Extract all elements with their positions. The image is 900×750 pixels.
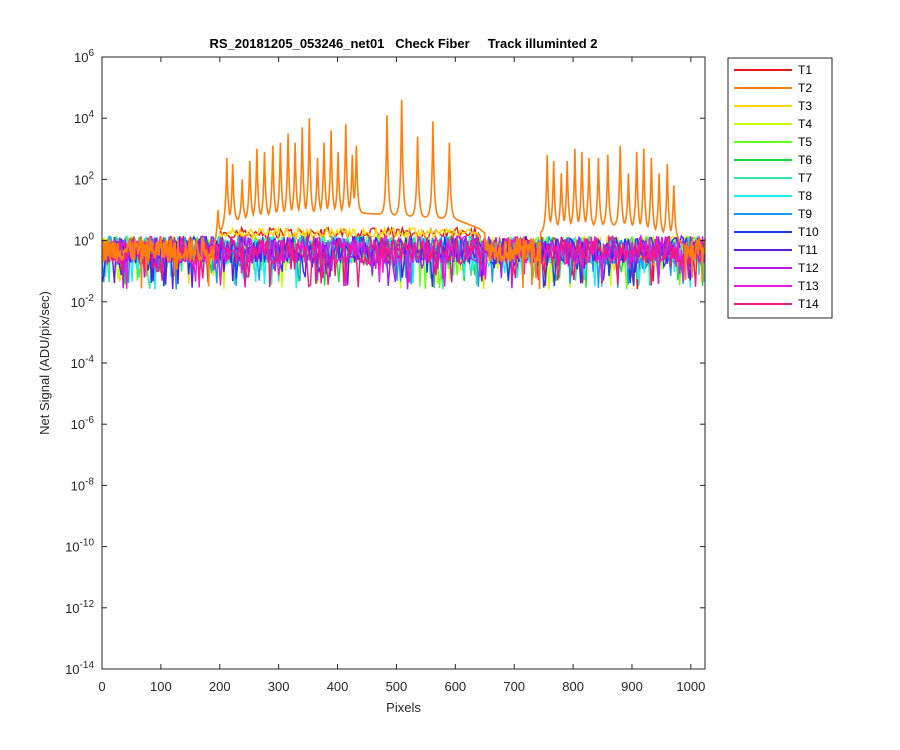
x-tick-label: 0: [98, 679, 105, 694]
x-tick-label: 800: [562, 679, 584, 694]
y-tick-label: 10-12: [65, 599, 94, 616]
y-tick-label: 10-4: [71, 354, 95, 371]
legend-label-T10: T10: [798, 225, 819, 239]
y-tick-label: 10-6: [71, 415, 95, 432]
y-tick-label: 106: [74, 48, 94, 65]
y-axis-label: Net Signal (ADU/pix/sec): [37, 291, 52, 435]
x-tick-label: 200: [209, 679, 231, 694]
x-tick-label: 900: [621, 679, 643, 694]
series-T2-line: [101, 99, 706, 290]
x-tick-label: 400: [327, 679, 349, 694]
legend-box: [727, 57, 833, 319]
legend-label-T9: T9: [798, 207, 812, 221]
y-tick-label: 102: [74, 170, 94, 187]
legend-label-T7: T7: [798, 171, 812, 185]
legend: T1 T2 T3 T4 T5 T6 T7 T8 T9 T10 T11 T12 T13 T14: [727, 57, 833, 319]
series-T14-line: [101, 234, 706, 288]
legend-label-T1: T1: [798, 63, 812, 77]
plot-area: [102, 57, 705, 669]
y-tick-label: 10-2: [71, 293, 95, 310]
x-tick-label: 700: [503, 679, 525, 694]
x-axis-label: Pixels: [386, 700, 421, 715]
y-tick-label: 104: [74, 109, 94, 126]
legend-label-T14: T14: [798, 297, 819, 311]
legend-label-T13: T13: [798, 279, 819, 293]
x-tick-label: 300: [268, 679, 290, 694]
x-tick-label: 600: [444, 679, 466, 694]
y-axis: 10-14 10-12 10-10 10-8 10-6 10-4 10-2 100 102 104…: [65, 48, 705, 677]
legend-label-T8: T8: [798, 189, 812, 203]
legend-label-T2: T2: [798, 81, 812, 95]
y-tick-label: 10-8: [71, 476, 95, 493]
x-tick-label: 500: [386, 679, 408, 694]
y-tick-label: 10-10: [65, 538, 94, 555]
x-tick-label: 1000: [676, 679, 705, 694]
legend-label-T6: T6: [798, 153, 812, 167]
y-tick-label: 100: [74, 232, 94, 249]
legend-label-T11: T11: [798, 243, 818, 257]
chart-title: RS_20181205_053246_net01 Check Fiber Tra…: [209, 36, 597, 51]
legend-label-T3: T3: [798, 99, 812, 113]
legend-label-T4: T4: [798, 117, 812, 131]
x-tick-label: 100: [150, 679, 172, 694]
legend-label-T12: T12: [798, 261, 819, 275]
legend-label-T5: T5: [798, 135, 812, 149]
data-layer: [101, 99, 706, 290]
y-tick-label: 10-14: [65, 660, 94, 677]
x-axis: 0 100 200 300 400 500 600 700 800 900 1000: [98, 57, 705, 694]
